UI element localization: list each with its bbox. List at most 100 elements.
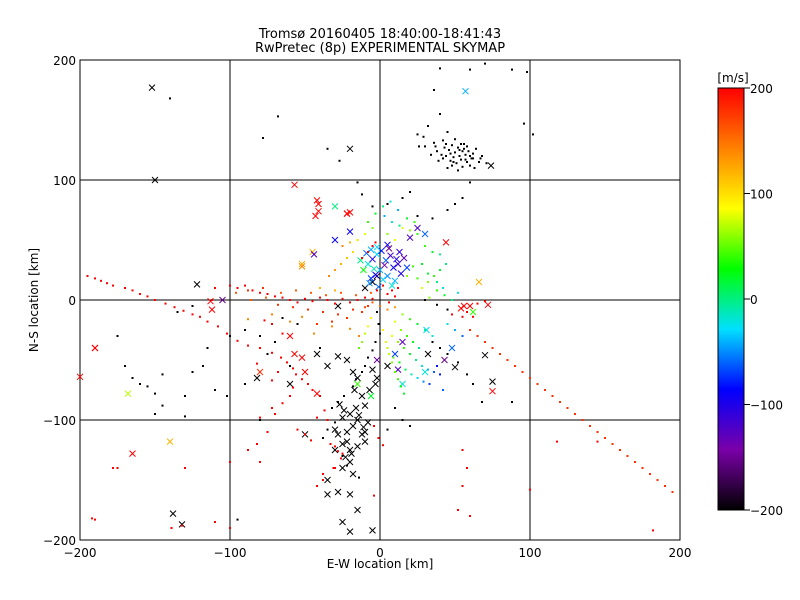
point-dot	[457, 361, 459, 364]
y-tick-label: 200	[53, 54, 76, 68]
point-dot	[322, 311, 324, 313]
point-dot	[262, 137, 264, 139]
point-dot	[386, 203, 389, 205]
point-dot	[100, 279, 102, 282]
point-dot	[521, 371, 524, 373]
point-dot	[464, 158, 467, 161]
point-x	[286, 380, 294, 388]
point-dot	[649, 473, 651, 475]
point-x	[370, 265, 378, 273]
point-dot	[326, 428, 329, 431]
point-dot	[469, 515, 471, 517]
point-dot	[506, 359, 509, 361]
point-dot	[422, 135, 425, 138]
point-dot	[451, 164, 453, 167]
point-dot	[379, 332, 381, 335]
point-dot	[173, 306, 176, 309]
point-dot	[191, 371, 194, 373]
point-x	[340, 407, 348, 414]
colorbar-tick-label: 200	[750, 82, 773, 96]
point-dot	[452, 156, 455, 159]
point-dot	[271, 313, 273, 316]
point-dot	[296, 323, 299, 325]
point-dot	[367, 325, 369, 328]
point-x	[349, 470, 357, 478]
point-dot	[266, 431, 269, 433]
point-dot	[529, 377, 531, 379]
point-dot	[326, 299, 329, 301]
point-dot	[416, 215, 419, 217]
point-x	[310, 251, 318, 258]
point-dot	[409, 191, 411, 193]
point-dot	[346, 464, 348, 467]
point-x	[385, 245, 393, 252]
point-dot	[452, 161, 455, 163]
point-dot	[403, 347, 405, 349]
point-dot	[377, 323, 380, 325]
point-dot	[295, 373, 297, 376]
point-x	[315, 207, 322, 215]
point-dot	[416, 323, 419, 325]
x-axis-ticks: −200 −100 0 100 200	[64, 546, 692, 560]
point-dot	[469, 68, 471, 71]
point-dot	[656, 479, 659, 481]
point-dot	[361, 341, 363, 343]
point-dot	[199, 315, 201, 318]
point-dot	[259, 291, 261, 294]
point-dot	[236, 339, 239, 342]
point-dot	[161, 373, 164, 376]
point-x	[373, 374, 381, 382]
point-dot	[386, 347, 389, 349]
point-dot	[139, 383, 141, 385]
point-dot	[229, 284, 231, 287]
point-dot	[436, 281, 438, 283]
point-x	[76, 373, 84, 381]
point-dot	[392, 356, 395, 359]
point-dot	[181, 524, 183, 527]
point-dot	[202, 365, 204, 367]
point-dot	[313, 332, 315, 335]
point-x	[343, 428, 351, 436]
point-x	[366, 386, 373, 394]
point-x	[166, 438, 174, 445]
point-x	[291, 350, 298, 358]
point-dot	[349, 327, 351, 330]
point-dot	[382, 205, 384, 208]
point-dot	[355, 294, 357, 297]
point-dot	[469, 164, 471, 167]
point-dot	[244, 284, 246, 287]
point-dot	[263, 319, 266, 322]
point-dot	[235, 291, 237, 294]
point-dot	[472, 383, 474, 385]
point-x	[351, 386, 358, 394]
x-tick-label: 0	[376, 546, 384, 560]
point-x	[487, 162, 495, 169]
point-dot	[589, 425, 591, 427]
point-dot	[371, 349, 374, 352]
point-dot	[214, 389, 216, 391]
point-dot	[416, 233, 419, 235]
point-x	[361, 438, 369, 445]
point-dot	[364, 306, 366, 309]
point-dot	[334, 289, 336, 292]
point-dot	[478, 161, 480, 163]
point-dot	[356, 181, 359, 184]
point-dot	[511, 68, 513, 71]
point-dot	[397, 287, 399, 289]
point-x	[423, 326, 430, 334]
point-x	[369, 527, 376, 534]
point-dot	[316, 416, 318, 419]
point-x	[178, 521, 186, 528]
point-dot	[581, 419, 584, 421]
point-dot	[442, 139, 444, 142]
point-dot	[226, 395, 228, 397]
point-x	[388, 282, 396, 289]
point-dot	[436, 150, 438, 153]
point-dot	[652, 529, 654, 532]
point-dot	[391, 289, 393, 292]
point-dot	[457, 146, 459, 149]
point-x	[346, 228, 354, 235]
point-x	[343, 210, 351, 217]
point-x	[313, 197, 321, 204]
point-dot	[214, 287, 216, 289]
